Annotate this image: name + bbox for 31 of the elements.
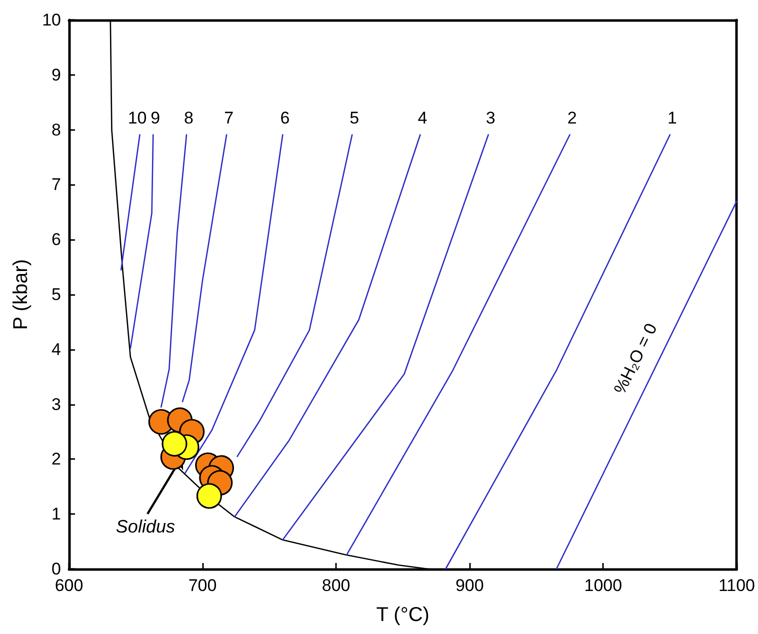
x-tick-label: 1100 [718,576,756,595]
annotation: Solidus [116,516,175,536]
y-tick-label: 5 [52,285,61,304]
x-tick-label: 600 [54,576,84,595]
x-tick-label: 800 [322,576,350,595]
series-label: 4 [418,108,428,128]
x-axis-title: T (°C) [376,604,430,626]
y-tick-label: 10 [42,10,61,30]
series-label: 8 [184,108,194,128]
series-label: 7 [224,108,234,128]
y-tick-label: 6 [52,230,61,250]
y-tick-label: 9 [52,65,61,84]
series-label: 6 [280,108,290,128]
series-label: 3 [486,108,496,128]
series-label: 9 [150,108,160,128]
text: %H₂O = 0 [610,320,661,398]
y-tick-label: 0 [52,560,61,578]
y-tick-label: 8 [52,120,61,140]
x-tick-label: 700 [188,576,217,595]
x-tick-label: 900 [455,576,484,595]
series-label: 10 [128,108,147,128]
y-tick-label: 7 [52,175,61,194]
y-tick-label: 3 [52,394,61,414]
y-tick-label: 1 [52,504,61,524]
series-label: 5 [350,108,360,128]
y-tick-label: 4 [52,340,61,359]
x-tick-label: 1000 [584,576,622,595]
series-label: 1 [667,108,677,128]
y-axis-title: P (kbar) [10,259,32,330]
y-tick-label: 2 [52,450,61,469]
series-label: 2 [567,108,577,128]
